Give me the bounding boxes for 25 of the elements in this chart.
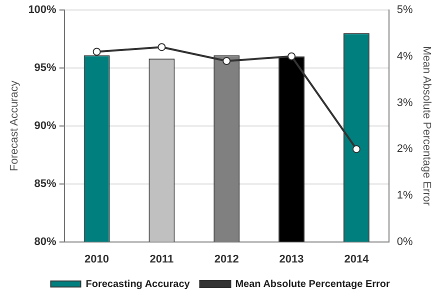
legend-label: Forecasting Accuracy — [86, 278, 190, 290]
x-tick-label: 2014 — [344, 253, 370, 266]
point — [92, 48, 101, 56]
x-tick-label: 2013 — [279, 253, 304, 266]
y-tick-label: 100% — [28, 4, 57, 16]
y-tick-label: 85% — [34, 178, 57, 190]
y-tick-label: 90% — [34, 120, 57, 132]
x-tick-label: 2010 — [84, 253, 110, 266]
y2-tick-label: 1% — [396, 189, 414, 202]
x-tick-label: 2011 — [150, 253, 174, 266]
point — [352, 145, 360, 154]
y2-tick-label: 2% — [396, 143, 414, 156]
x-tick-label: 2012 — [214, 253, 239, 266]
y-axis-title: Forecast Accuracy — [8, 80, 21, 172]
legend-label: Mean Absolute Percentage Error — [235, 278, 390, 290]
y-tick-label: 80% — [34, 236, 57, 248]
y2-tick-label: 4% — [396, 50, 414, 62]
point — [288, 52, 296, 60]
y2-tick-label: 3% — [396, 96, 414, 109]
y2-tick-label: 0% — [396, 236, 414, 248]
point — [222, 56, 231, 65]
point — [158, 43, 166, 52]
y-tick-label: 95% — [34, 62, 57, 74]
y2-tick-label: 5% — [396, 4, 414, 16]
y2-axis-title: Mean Absolute Percentage Error — [420, 46, 432, 206]
